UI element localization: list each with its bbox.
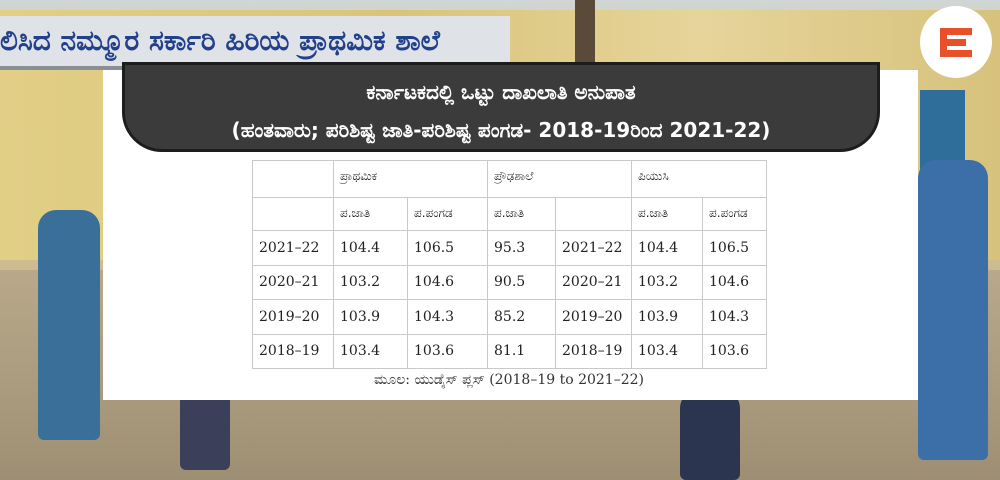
logo xyxy=(920,6,992,78)
value-cell: 81.1 xyxy=(487,333,556,369)
logo-bar xyxy=(940,28,947,57)
value-cell: 104.4 xyxy=(333,230,408,266)
logo-bar xyxy=(940,39,966,46)
year-cell: 2020–21 xyxy=(555,264,632,300)
logo-bar xyxy=(940,28,972,35)
value-cell: 95.3 xyxy=(487,230,556,266)
logo-bar xyxy=(940,50,972,57)
value-cell: 106.5 xyxy=(702,230,767,266)
student xyxy=(680,390,740,480)
value-cell: 106.5 xyxy=(407,230,488,266)
tree-trunk xyxy=(575,0,595,70)
header-cell xyxy=(252,160,334,198)
header-row: ಪ್ರಾಥಮಿಕ ಪ್ರೌಢಶಾಲೆ ಪಿಯುಸಿ xyxy=(252,160,767,198)
year-cell: 2021–22 xyxy=(252,230,334,266)
sub-header xyxy=(252,197,334,231)
year-cell: 2020–21 xyxy=(252,264,334,300)
value-cell: 103.9 xyxy=(631,299,703,335)
year-cell: 2018–19 xyxy=(252,333,334,369)
value-cell: 103.4 xyxy=(631,333,703,369)
sub-header: ಪ.ಜಾತಿ xyxy=(631,197,703,231)
group-header: ಪ್ರಾಥಮಿಕ xyxy=(333,160,488,198)
value-cell: 103.9 xyxy=(333,299,408,335)
title-banner: ಕರ್ನಾಟಕದಲ್ಲಿ ಒಟ್ಟು ದಾಖಲಾತಿ ಅನುಪಾತ (ಹಂತವಾ… xyxy=(122,62,880,152)
subtitle: (ಹಂತವಾರು; ಪರಿಶಿಷ್ಟ ಜಾತಿ-ಪರಿಶಿಷ್ಟ ಪಂಗಡ- 2… xyxy=(231,118,771,142)
title: ಕರ್ನಾಟಕದಲ್ಲಿ ಒಟ್ಟು ದಾಖಲಾತಿ ಅನುಪಾತ xyxy=(366,80,636,104)
data-row: 2019–20 103.9 104.3 85.2 2019–20 103.9 104.3 xyxy=(252,299,767,335)
year-cell: 2019–20 xyxy=(252,299,334,335)
data-row: 2020–21 103.2 104.6 90.5 2020–21 103.2 104.6 xyxy=(252,264,767,300)
data-table: ಪ್ರಾಥಮಿಕ ಪ್ರೌಢಶಾಲೆ ಪಿಯುಸಿ ಪ.ಜಾತಿ ಪ.ಪಂಗಡ ಪ.ಜಾತ… xyxy=(252,160,767,369)
data-row: 2021–22 104.4 106.5 95.3 2021–22 104.4 106.5 xyxy=(252,230,767,266)
value-cell: 90.5 xyxy=(487,264,556,300)
sub-header: ಪ.ಪಂಗಡ xyxy=(702,197,767,231)
value-cell: 103.2 xyxy=(333,264,408,300)
group-header: ಪ್ರೌಢಶಾಲೆ xyxy=(487,160,632,198)
value-cell: 104.3 xyxy=(407,299,488,335)
value-cell: 104.6 xyxy=(407,264,488,300)
sub-header: ಪ.ಪಂಗಡ xyxy=(407,197,488,231)
year-cell: 2019–20 xyxy=(555,299,632,335)
sub-header xyxy=(555,197,632,231)
header-row: ಪ.ಜಾತಿ ಪ.ಪಂಗಡ ಪ.ಜಾತಿ ಪ.ಜಾತಿ ಪ.ಪಂಗಡ xyxy=(252,197,767,231)
value-cell: 103.6 xyxy=(407,333,488,369)
year-cell: 2018–19 xyxy=(555,333,632,369)
value-cell: 104.4 xyxy=(631,230,703,266)
value-cell: 103.6 xyxy=(702,333,767,369)
value-cell: 103.2 xyxy=(631,264,703,300)
value-cell: 104.6 xyxy=(702,264,767,300)
value-cell: 85.2 xyxy=(487,299,556,335)
value-cell: 103.4 xyxy=(333,333,408,369)
student xyxy=(38,210,100,440)
source-note: ಮೂಲ: ಯುಡೈಸ್ ಪ್ಲಸ್ (2018–19 to 2021–22) xyxy=(373,372,644,388)
student xyxy=(918,160,988,460)
school-sign: ಲಿಸಿದ ನಮ್ಮೂರ ಸರ್ಕಾರಿ ಹಿರಿಯ ಪ್ರಾಥಮಿಕ ಶಾಲೆ xyxy=(0,16,510,70)
group-header: ಪಿಯುಸಿ xyxy=(631,160,767,198)
year-cell: 2021–22 xyxy=(555,230,632,266)
data-row: 2018–19 103.4 103.6 81.1 2018–19 103.4 103.6 xyxy=(252,333,767,369)
sub-header: ಪ.ಜಾತಿ xyxy=(333,197,408,231)
value-cell: 104.3 xyxy=(702,299,767,335)
sub-header: ಪ.ಜಾತಿ xyxy=(487,197,556,231)
